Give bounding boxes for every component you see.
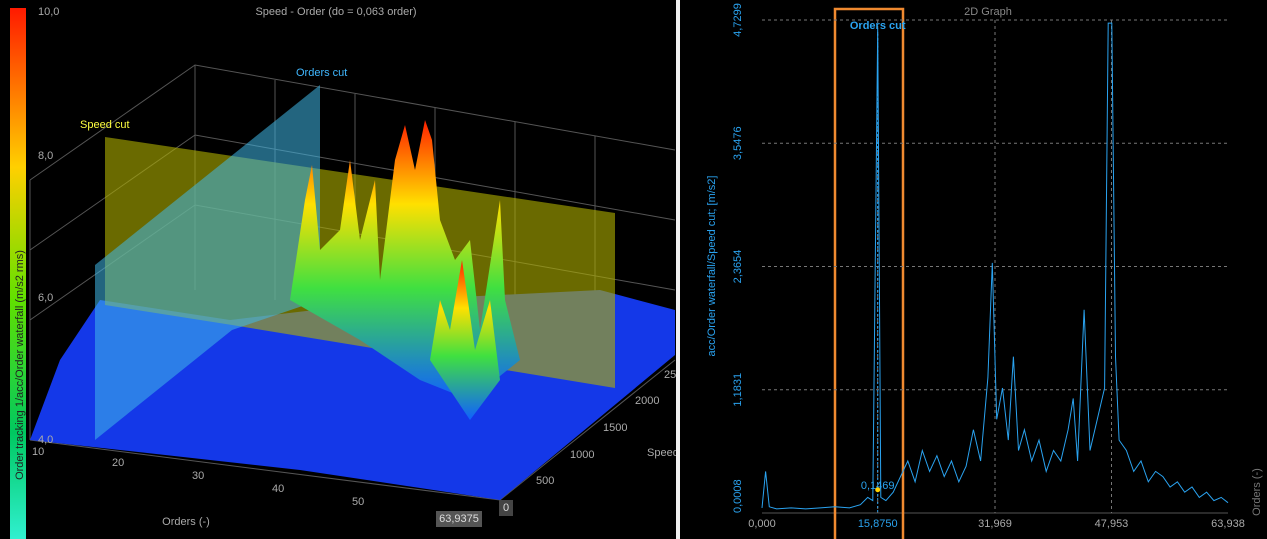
waterfall-title: Speed - Order (do = 0,063 order) <box>255 6 416 18</box>
orders-cursor: 63,9375 <box>439 513 479 525</box>
colorbar-tick: 10,0 <box>38 6 59 18</box>
speed-label: Speed <box>647 447 679 459</box>
graph-title: 2D Graph <box>964 6 1012 18</box>
y-tick-label: 4,7299 <box>732 3 744 37</box>
x-tick-label: 15,8750 <box>858 518 898 530</box>
x-tick-label: 63,938 <box>1211 518 1245 530</box>
x-tick-label: 0,000 <box>748 518 776 530</box>
speed-tick: 0 <box>503 502 509 514</box>
y-tick-label: 0,0008 <box>732 479 744 513</box>
colorbar <box>10 8 26 539</box>
speed-cut-label: Speed cut <box>80 119 130 131</box>
annotation: Orders cut <box>850 20 906 32</box>
colorbar-tick: 8,0 <box>38 150 53 162</box>
speed-tick: 2000 <box>635 395 659 407</box>
orders-tick: 30 <box>192 470 204 482</box>
speed-tick: 25 <box>664 369 676 381</box>
x-tick-label: 47,953 <box>1095 518 1129 530</box>
orders-cut-label: Orders cut <box>296 67 347 79</box>
speed-tick: 1000 <box>570 449 594 461</box>
colorbar-label: Order tracking 1/acc/Order waterfall (m/… <box>14 250 26 480</box>
graph-panel <box>680 0 1267 539</box>
x-tick-label: 31,969 <box>978 518 1012 530</box>
y-tick-label: 3,5476 <box>732 126 744 160</box>
cursor-value: 0,1469 <box>861 480 895 492</box>
colorbar-tick: 6,0 <box>38 292 53 304</box>
spectrum-line <box>761 22 1229 510</box>
speed-cursor-box <box>499 500 513 516</box>
speed-tick: 500 <box>536 475 554 487</box>
speed-tick: 1500 <box>603 422 627 434</box>
orders-cursor-box <box>436 511 482 527</box>
orders-label: Orders (-) <box>162 516 210 528</box>
highlight-box <box>833 7 905 539</box>
orders-tick: 40 <box>272 483 284 495</box>
y-tick-label: 1,1831 <box>732 373 744 407</box>
orders-tick: 10 <box>32 446 44 458</box>
orders-cut-plane <box>95 85 320 440</box>
divider <box>676 0 680 539</box>
waterfall-peaks <box>290 120 520 420</box>
y-axis-label: acc/Order waterfall/Speed cut; [m/s2] <box>706 176 718 357</box>
y-tick-label: 2,3654 <box>732 250 744 284</box>
colorbar-tick: 4,0 <box>38 434 53 446</box>
x-axis-label: Orders (-) <box>1251 468 1263 516</box>
cursor-point <box>875 487 881 493</box>
orders-tick: 20 <box>112 457 124 469</box>
orders-tick: 50 <box>352 496 364 508</box>
